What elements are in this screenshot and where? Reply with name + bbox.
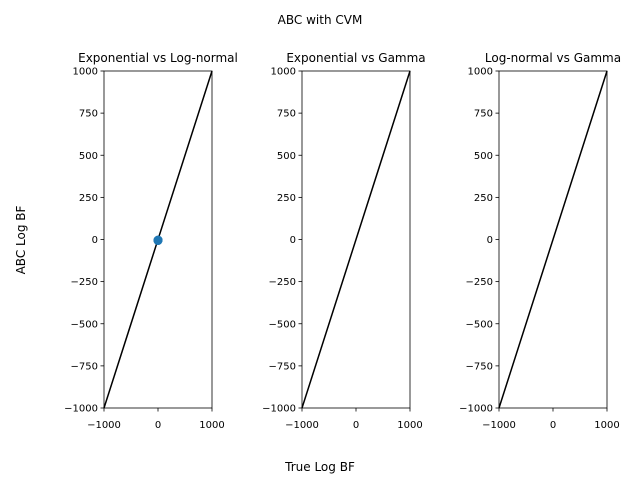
y-tick-label: 750 <box>277 109 296 120</box>
x-tick-label: 0 <box>155 420 161 431</box>
y-tick-label: −500 <box>71 319 98 330</box>
y-tick-label: −1000 <box>262 404 296 415</box>
y-tick-label: 1000 <box>271 67 296 78</box>
x-tick-label: −1000 <box>482 420 516 431</box>
subplot-title: Log-normal vs Gamma <box>485 51 621 65</box>
y-tick-label: 750 <box>79 109 98 120</box>
y-tick-label: 0 <box>290 235 296 246</box>
x-tick-label: 1000 <box>594 420 619 431</box>
y-tick-label: −1000 <box>459 404 493 415</box>
y-tick-label: 250 <box>277 193 296 204</box>
reference-line <box>301 70 411 409</box>
y-tick-label: 1000 <box>73 67 98 78</box>
y-tick-label: −500 <box>269 319 296 330</box>
x-tick-label: 1000 <box>397 420 422 431</box>
y-tick-label: −250 <box>269 277 296 288</box>
y-tick-label: −500 <box>466 319 493 330</box>
y-tick-label: −750 <box>466 361 493 372</box>
y-tick-label: −750 <box>269 361 296 372</box>
subplot-panels: Exponential vs Log-normal −1000 −750 −500 −2… <box>64 51 621 431</box>
y-tick-label: 750 <box>474 109 493 120</box>
x-tick-label: −1000 <box>285 420 319 431</box>
y-tick-label: 250 <box>79 193 98 204</box>
x-tick-label: 0 <box>353 420 359 431</box>
subplot-title: Exponential vs Log-normal <box>78 51 238 65</box>
y-tick-label: 0 <box>487 235 493 246</box>
figure-title: ABC with CVM <box>278 13 363 27</box>
y-tick-label: 1000 <box>468 67 493 78</box>
data-point <box>153 236 163 246</box>
x-tick-label: −1000 <box>87 420 121 431</box>
y-tick-label: −250 <box>466 277 493 288</box>
y-tick-label: 500 <box>277 151 296 162</box>
x-tick-label: 1000 <box>199 420 224 431</box>
y-tick-label: 250 <box>474 193 493 204</box>
y-tick-label: 0 <box>92 235 98 246</box>
x-tick-label: 0 <box>550 420 556 431</box>
y-tick-label: −750 <box>71 361 98 372</box>
subplot-2: Exponential vs Gamma −1000 −750 −500 −250 0 25… <box>262 51 426 431</box>
y-tick-label: 500 <box>79 151 98 162</box>
subplot-title: Exponential vs Gamma <box>286 51 425 65</box>
reference-line <box>498 70 608 409</box>
subplot-1: Exponential vs Log-normal −1000 −750 −500 −2… <box>64 51 238 431</box>
figure-y-label: ABC Log BF <box>14 206 28 275</box>
y-tick-label: −1000 <box>64 404 98 415</box>
y-tick-label: 500 <box>474 151 493 162</box>
figure-x-label: True Log BF <box>284 460 355 474</box>
subplot-3: Log-normal vs Gamma −1000 −750 −500 −250 0 250… <box>459 51 621 431</box>
y-tick-label: −250 <box>71 277 98 288</box>
